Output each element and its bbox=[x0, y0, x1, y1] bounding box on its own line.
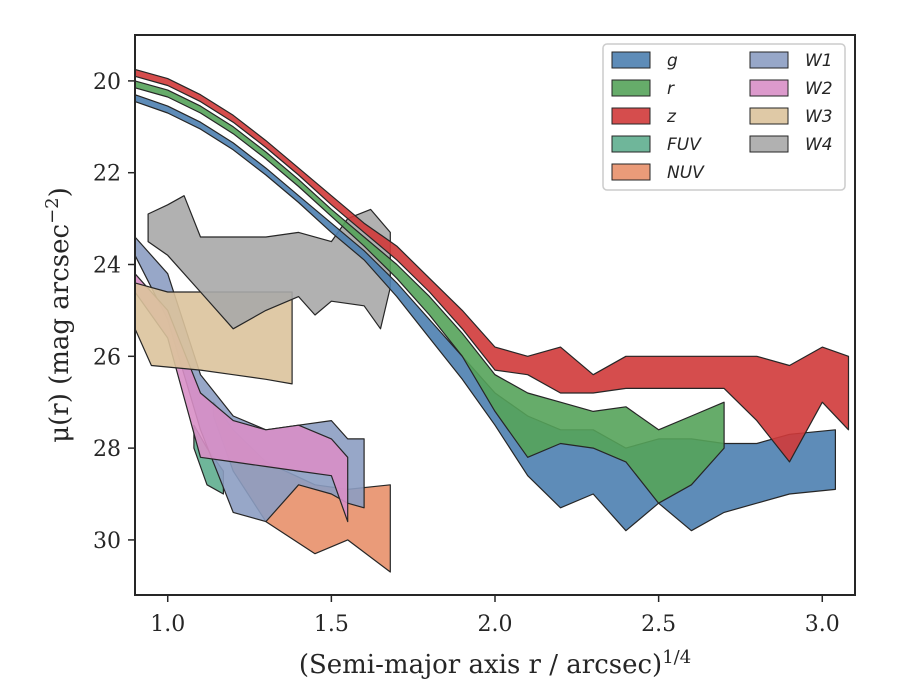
y-tick-label: 20 bbox=[93, 70, 121, 95]
x-tick-label: 2.5 bbox=[641, 612, 676, 637]
legend-swatch-w2 bbox=[749, 79, 789, 97]
legend-label-fuv: FUV bbox=[667, 135, 702, 155]
legend-swatch-r bbox=[611, 79, 651, 97]
x-axis: 1.0 1.5 2.0 2.5 3.0 bbox=[150, 595, 840, 637]
y-tick-label: 26 bbox=[93, 345, 121, 370]
band-w2 bbox=[134, 273, 349, 523]
legend-swatch-w3 bbox=[749, 107, 789, 125]
y-tick-label: 22 bbox=[93, 162, 121, 187]
x-axis-label: (Semi-major axis r / arcsec)1/4 bbox=[299, 647, 691, 680]
x-tick-label: 2.0 bbox=[478, 612, 513, 637]
legend-swatch-nuv bbox=[611, 163, 651, 181]
band-layer bbox=[134, 68, 850, 573]
legend-label-z: z bbox=[666, 107, 677, 127]
legend-swatch-w4 bbox=[749, 135, 789, 153]
legend: grz FUV NUV W1 W2 W3 W4 bbox=[602, 43, 846, 191]
band-g bbox=[134, 94, 837, 532]
band-r bbox=[134, 80, 725, 504]
y-tick-label: 28 bbox=[93, 437, 121, 462]
legend-swatch-g bbox=[611, 51, 651, 69]
legend-label-w1: W1 bbox=[805, 51, 833, 71]
legend-label-w3: W3 bbox=[805, 107, 833, 127]
legend-label-w4: W4 bbox=[805, 135, 833, 155]
x-tick-label: 1.0 bbox=[150, 612, 185, 637]
y-tick-label: 30 bbox=[93, 529, 121, 554]
legend-swatch-w1 bbox=[749, 51, 789, 69]
y-axis: 20 22 24 26 28 30 bbox=[93, 70, 135, 554]
legend-label-nuv: NUV bbox=[667, 163, 705, 183]
legend-swatch-z bbox=[611, 107, 651, 125]
x-tick-label: 1.5 bbox=[314, 612, 349, 637]
legend-label-w2: W2 bbox=[805, 79, 833, 99]
band-z bbox=[134, 68, 850, 463]
y-tick-label: 24 bbox=[93, 254, 121, 279]
legend-label-g: g bbox=[667, 51, 678, 71]
legend-label-r: r bbox=[667, 79, 675, 99]
legend-swatch-fuv bbox=[611, 135, 651, 153]
x-tick-label: 3.0 bbox=[805, 612, 840, 637]
y-axis-label: μ(r) (mag arcsec−2) bbox=[42, 187, 75, 443]
